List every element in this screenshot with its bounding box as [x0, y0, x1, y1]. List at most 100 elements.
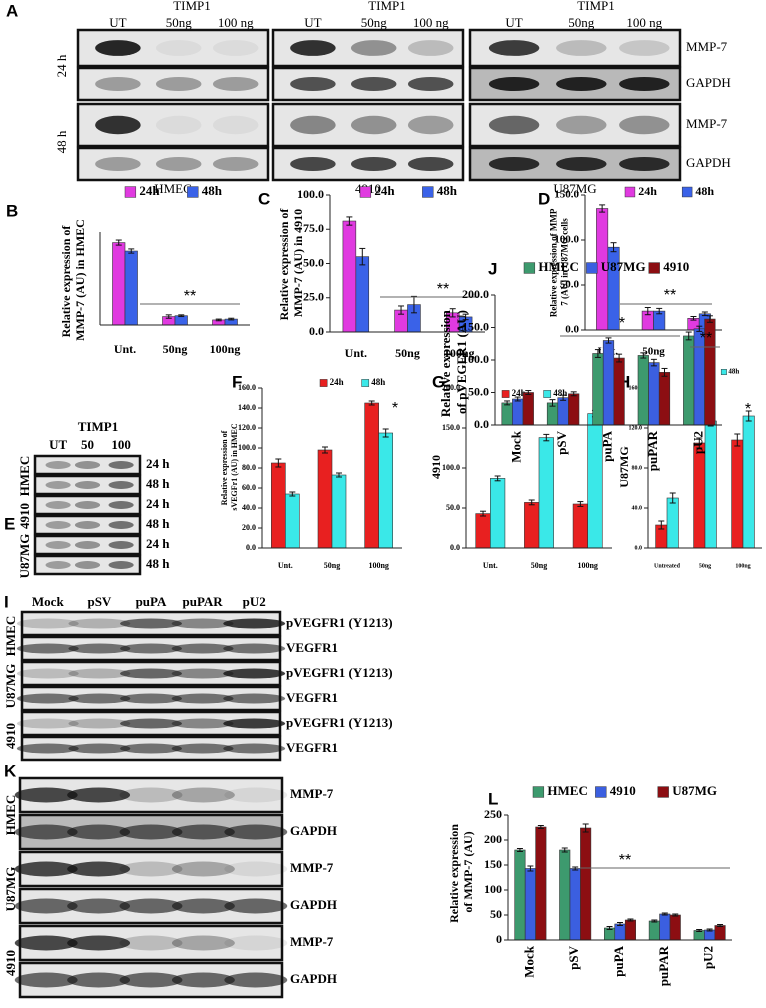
blot-strip: [76, 66, 270, 102]
time-label: 48 h: [146, 476, 170, 491]
legend-label: U87MG: [601, 259, 646, 274]
blot-band: [120, 643, 182, 654]
blot-band: [224, 972, 288, 988]
bar: [524, 868, 536, 941]
blot-band: [14, 824, 78, 840]
blot-band: [223, 693, 286, 704]
blot-band: [224, 861, 288, 877]
bar: [602, 340, 615, 426]
y-tick-label: 160.0: [629, 385, 643, 391]
legend-label: 24h: [330, 377, 344, 387]
blot-band: [68, 743, 131, 754]
bar: [693, 442, 706, 549]
legend-swatch: [523, 262, 536, 274]
blot-band: [120, 618, 182, 629]
x-tick-label: pSV: [554, 430, 569, 454]
y-tick-label: 25.0: [303, 290, 324, 304]
cell-label: U87MG: [3, 867, 18, 912]
legend-swatch: [319, 379, 328, 387]
band-label: VEGFR1: [286, 690, 338, 705]
blot-strip: [76, 146, 270, 182]
annotation: **: [184, 288, 196, 305]
legend-swatch: [657, 786, 669, 798]
legend-label: 24h: [512, 388, 526, 398]
annotation: **: [437, 281, 449, 298]
error-bar: [528, 499, 535, 506]
blot-band: [16, 618, 79, 629]
blot-band: [68, 693, 131, 704]
annotation: **: [700, 330, 712, 347]
blot-band: [350, 115, 397, 135]
bar: [317, 449, 333, 549]
blot-band: [290, 40, 336, 56]
error-bar: [582, 823, 589, 833]
error-bar: [701, 311, 708, 317]
y-tick-label: 50.0: [303, 255, 324, 269]
blot-band: [488, 40, 540, 56]
cell-label: U87MG: [3, 664, 18, 709]
time-label: 24 h: [146, 536, 170, 551]
band-label: VEGFR1: [286, 640, 338, 655]
legend-swatch: [681, 186, 693, 198]
blot-band: [556, 156, 607, 172]
y-tick-label: 100: [484, 882, 502, 896]
bar: [592, 353, 604, 426]
legend-swatch: [361, 379, 370, 387]
error-bar: [543, 433, 550, 442]
blot-strip: [33, 454, 142, 476]
panel-letter: I: [4, 592, 9, 611]
blot-band: [119, 935, 183, 951]
error-bar: [651, 919, 658, 923]
time-label: 24 h: [54, 54, 69, 77]
error-bar: [706, 928, 713, 932]
panel-letter: C: [258, 189, 270, 208]
x-tick-label: puPA: [611, 945, 626, 976]
legend-label: 48h: [553, 388, 567, 398]
error-bar: [661, 912, 668, 916]
error-bar: [537, 825, 544, 829]
blot-strip: [33, 474, 142, 496]
blot-band: [224, 935, 288, 951]
blot-band: [95, 40, 141, 56]
x-tick-label: Mock: [521, 945, 536, 978]
error-bar: [504, 400, 511, 406]
bar: [355, 256, 370, 333]
y-tick-label: 80.0: [632, 465, 643, 471]
panel-letter: D: [538, 189, 550, 208]
blot-band: [407, 76, 454, 92]
blot-band: [171, 972, 235, 988]
y-axis-label: U87MG: [617, 446, 631, 487]
lane-header: TIMP1: [577, 0, 615, 13]
lane-label: UT: [49, 437, 67, 452]
y-axis-label: Relative expression of MMP 7 (AU) in U87…: [549, 207, 570, 317]
lane-label: 100 ng: [218, 15, 254, 30]
bar: [112, 242, 126, 326]
lane-header: TIMP1: [78, 419, 118, 434]
blot-band: [171, 668, 234, 679]
band-label: VEGFR1: [286, 740, 338, 755]
cell-label: 4910: [3, 723, 18, 749]
bar: [559, 849, 571, 941]
blot-band: [108, 521, 134, 529]
legend-swatch: [187, 186, 199, 198]
error-bar: [275, 458, 282, 468]
bar: [524, 502, 540, 549]
lane-label: puPA: [136, 594, 167, 609]
error-bar: [616, 353, 623, 363]
blot-strip: [271, 102, 465, 148]
error-bar: [178, 314, 185, 318]
error-bar: [514, 396, 521, 402]
error-bar: [228, 317, 235, 321]
error-bar: [661, 367, 668, 377]
bar: [714, 925, 726, 941]
blot-band: [67, 824, 131, 840]
error-bar: [494, 475, 501, 482]
y-tick-label: 50.0: [560, 279, 580, 291]
y-tick-label: 0.0: [565, 324, 579, 336]
error-bar: [696, 325, 703, 332]
legend-swatch: [720, 369, 727, 375]
blot-band: [45, 461, 71, 469]
error-bar: [599, 204, 606, 213]
blot-band: [223, 743, 286, 754]
error-bar: [322, 446, 328, 454]
